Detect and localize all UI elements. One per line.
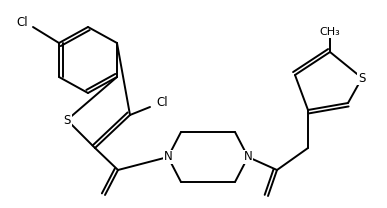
Text: N: N — [244, 151, 252, 163]
Text: Cl: Cl — [156, 97, 168, 109]
Text: CH₃: CH₃ — [320, 27, 341, 37]
Text: S: S — [63, 114, 71, 126]
Text: Cl: Cl — [16, 16, 28, 28]
Text: N: N — [164, 151, 172, 163]
Text: S: S — [358, 72, 366, 84]
